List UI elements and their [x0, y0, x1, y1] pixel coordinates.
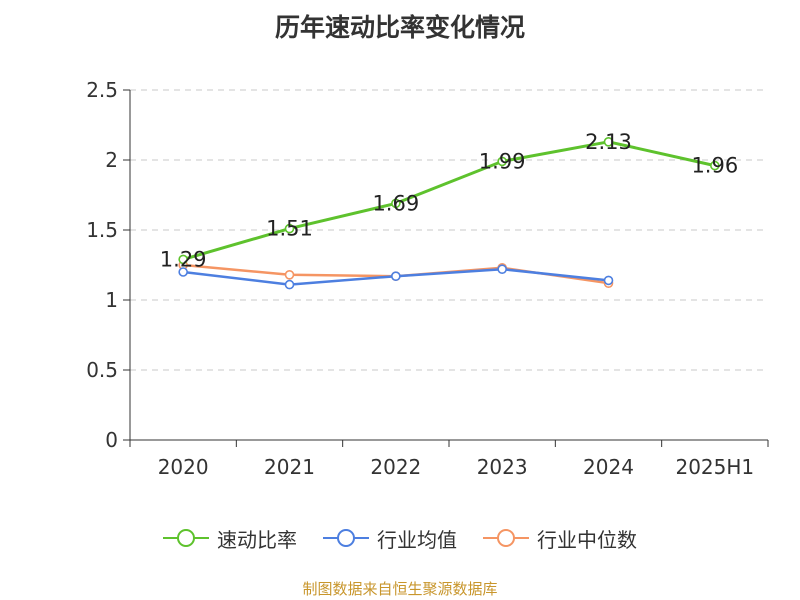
- legend: 速动比率 行业均值 行业中位数: [0, 520, 800, 556]
- data-point: [603, 275, 614, 286]
- y-tick-label: 2.5: [86, 78, 118, 102]
- data-point: [710, 160, 720, 171]
- data-point: [284, 279, 295, 290]
- x-tick-label: 2023: [477, 455, 528, 479]
- y-tick-label: 2: [105, 148, 118, 172]
- source-note: 制图数据来自恒生聚源数据库: [302, 580, 498, 598]
- x-tick-label: 2021: [264, 455, 315, 479]
- x-tick-label: 2025H1: [675, 455, 754, 479]
- data-point: [391, 271, 401, 282]
- legend-item: 行业中位数: [483, 524, 637, 553]
- x-tick-label: 2022: [370, 455, 421, 479]
- series-line: [182, 140, 716, 261]
- data-label: 1.51: [266, 217, 313, 241]
- data-label: 1.99: [479, 149, 526, 173]
- legend-swatch: [323, 529, 369, 547]
- y-tick-label: 0: [105, 428, 118, 452]
- legend-swatch: [163, 529, 209, 547]
- legend-label: 速动比率: [217, 527, 297, 552]
- data-point: [178, 267, 188, 277]
- data-label: 1.69: [372, 191, 419, 215]
- legend-item: 行业均值: [323, 524, 457, 553]
- series-0: 1.29 1.51 1.69 1.99 2.13 1.96: [160, 130, 738, 272]
- data-point: [603, 137, 614, 147]
- data-point: [497, 156, 507, 167]
- legend-item: 速动比率: [163, 524, 297, 553]
- series-1: [178, 264, 614, 290]
- legend-label: 行业中位数: [537, 527, 637, 552]
- data-point: [284, 269, 295, 280]
- data-label: 1.29: [160, 247, 207, 271]
- y-tick-label: 1: [105, 288, 118, 312]
- legend-label: 行业均值: [377, 527, 457, 552]
- x-tick-label: 2020: [158, 455, 209, 479]
- y-tick-label: 1.5: [86, 218, 118, 242]
- y-tick-label: 0.5: [86, 358, 118, 382]
- data-point: [284, 223, 295, 234]
- chart-title: 历年速动比率变化情况: [274, 13, 525, 42]
- x-tick-label: 2024: [583, 455, 634, 479]
- data-point: [178, 254, 188, 265]
- data-point: [391, 198, 401, 209]
- legend-swatch: [483, 529, 529, 547]
- data-label: 1.96: [691, 154, 738, 178]
- data-point: [497, 264, 507, 275]
- data-label: 2.13: [585, 130, 632, 154]
